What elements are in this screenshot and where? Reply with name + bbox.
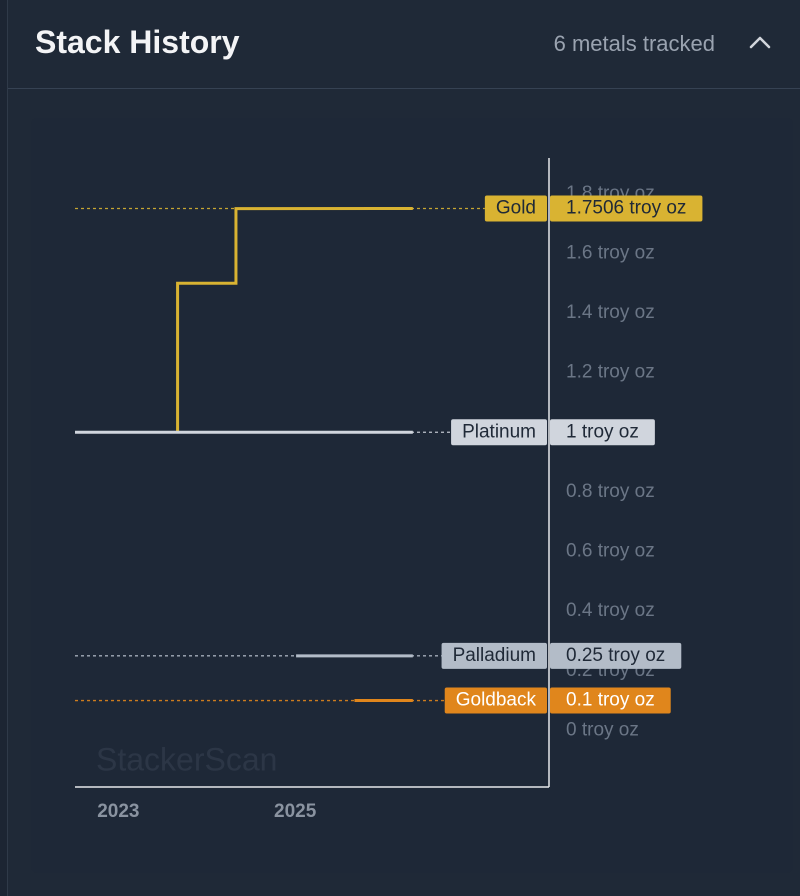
series-0: Gold 1.7506 troy oz [75, 195, 703, 433]
series-3: Goldback 0.1 troy oz [75, 687, 671, 714]
series-line [176, 206, 413, 433]
value-label: 1.7506 troy oz [566, 198, 686, 219]
watermark: StackerScan [96, 741, 277, 777]
series-label-box [444, 687, 547, 714]
x-tick-label: 2025 [274, 801, 317, 822]
series-label: Gold [496, 198, 536, 219]
x-tick-label: 2023 [97, 801, 139, 822]
y-tick-label: 1.4 troy oz [566, 302, 655, 323]
series-2: Palladium 0.25 troy oz [75, 642, 682, 669]
value-label: 0.1 troy oz [566, 690, 655, 711]
y-tick-label: 1.2 troy oz [566, 362, 655, 383]
value-label: 1 troy oz [566, 421, 639, 442]
panel-header: Stack History 6 metals tracked [8, 0, 800, 89]
value-label-box [550, 642, 682, 669]
metals-count: 6 metals tracked [553, 31, 715, 56]
series-label-box [441, 642, 547, 669]
y-tick-label: 0.8 troy oz [566, 481, 655, 502]
value-label-box [550, 195, 703, 222]
y-tick-label: 1.6 troy oz [566, 242, 655, 263]
y-tick-label: 0 troy oz [566, 719, 639, 740]
value-label-box [550, 687, 671, 714]
y-tick-label: 0.6 troy oz [566, 541, 655, 562]
series-label-box [484, 195, 547, 222]
panel-title: Stack History [35, 24, 240, 60]
y-tick-label: 0.4 troy oz [566, 600, 655, 621]
collapse-button[interactable] [747, 30, 773, 56]
series-label: Goldback [456, 690, 537, 711]
panel: Stack History 6 metals tracked [7, 0, 800, 896]
series-label: Palladium [453, 645, 536, 666]
value-label: 0.25 troy oz [566, 645, 665, 666]
chart-card [31, 118, 793, 873]
series-label-box [451, 419, 547, 446]
series-label: Platinum [462, 421, 536, 442]
value-label-box [550, 419, 655, 446]
series-1: Platinum 1 troy oz [75, 419, 655, 446]
